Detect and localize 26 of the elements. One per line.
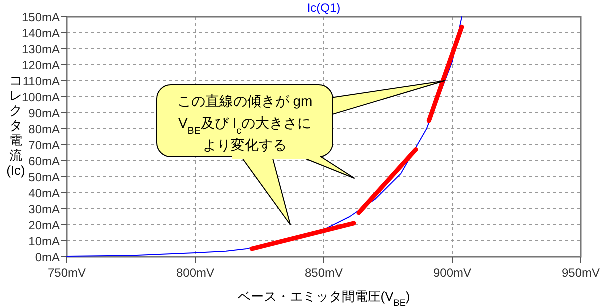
x-tick-label: 900mV: [433, 266, 472, 280]
x-tick-label: 750mV: [48, 266, 86, 280]
y-tick-label: 0mA: [35, 250, 60, 264]
y-tick-label: 60mA: [28, 154, 60, 168]
y-tick-label: 110mA: [22, 74, 60, 88]
y-tick-label: 80mA: [28, 122, 60, 136]
y-tick-label: 150mA: [22, 10, 60, 24]
y-tick-label: 50mA: [28, 170, 60, 184]
x-tick-label: 950mV: [562, 266, 600, 280]
y-tick-label: 140mA: [22, 26, 60, 40]
y-tick-label: 30mA: [28, 202, 60, 216]
annotation: V$_{BE}$及び I$_{c}$の大きさに: [178, 115, 312, 136]
y-tick-label: 40mA: [28, 186, 60, 200]
y-tick-label: 20mA: [28, 218, 60, 232]
y-tick-label: 10mA: [28, 234, 60, 248]
y-tick-label: 90mA: [28, 106, 60, 120]
x-axis-title: ベース・エミッタ間電圧(V$_{BE}$): [238, 289, 410, 307]
text: Ic(Q1): [307, 1, 341, 15]
y-tick-label: 120mA: [22, 58, 60, 72]
y-tick-label: 70mA: [28, 138, 60, 152]
x-tick-label: 850mV: [304, 266, 344, 280]
annotation: より変化する: [203, 137, 287, 153]
x-tick-label: 800mV: [176, 266, 215, 280]
annotation: この直線の傾きが gm: [177, 93, 313, 109]
y-tick-label: 130mA: [22, 42, 60, 56]
y-tick-label: 100mA: [22, 90, 60, 104]
